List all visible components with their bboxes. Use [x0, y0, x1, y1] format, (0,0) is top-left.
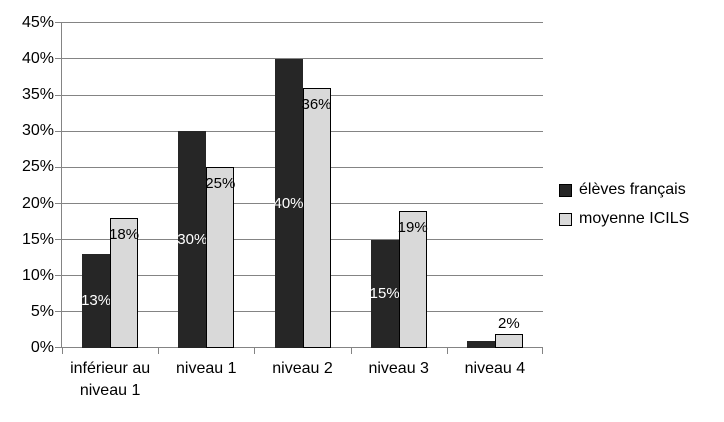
x-axis-tick	[350, 348, 352, 354]
y-axis-tick	[55, 202, 62, 204]
y-axis-tick	[55, 166, 62, 168]
legend-label: moyenne ICILS	[579, 210, 690, 227]
y-axis-tick-label: 5%	[30, 302, 54, 320]
legend: élèves français moyenne ICILS	[559, 181, 689, 228]
bar-dark	[274, 59, 303, 348]
bar-light	[206, 167, 235, 348]
bar-value-label: 15%	[369, 284, 400, 302]
y-axis-tick-label: 10%	[21, 266, 54, 284]
plot-area: 0% 5% 10% 15% 20% 25% 30% 35% 40% 45% 13% 18% inféri…	[22, 15, 543, 399]
x-axis-tick	[446, 348, 448, 354]
bar-value-label: 2%	[498, 314, 520, 332]
bar-value-label: 13%	[81, 292, 112, 310]
x-axis-category-label: niveau 1	[176, 360, 237, 377]
bar-value-label: 30%	[177, 230, 208, 248]
y-axis-tick	[55, 130, 62, 132]
y-axis-tick-label: 15%	[21, 230, 54, 248]
bar-value-label: 25%	[205, 175, 236, 193]
legend-label: élèves français	[579, 181, 686, 198]
y-axis-tick	[55, 238, 62, 240]
bar-light	[398, 210, 427, 348]
y-axis-tick-label: 20%	[21, 194, 54, 212]
y-axis-line	[61, 23, 62, 348]
bar-dark	[466, 340, 495, 348]
gridline	[62, 22, 543, 24]
x-axis-tick	[254, 348, 256, 354]
legend-swatch-icon	[559, 212, 572, 226]
y-axis-tick-label: 40%	[21, 50, 54, 68]
x-axis-category-label: niveau 3	[368, 360, 429, 377]
bar-value-label: 18%	[109, 226, 140, 243]
y-axis-tick	[55, 58, 62, 60]
y-axis-tick-label: 25%	[21, 158, 54, 176]
x-axis-category-label: inférieur au niveau 1	[70, 360, 151, 399]
bar-dark	[370, 239, 399, 348]
x-axis-category-label: niveau 4	[464, 360, 526, 377]
x-axis-tick	[158, 348, 160, 354]
bar-dark	[82, 254, 111, 348]
legend-item-eleves-francais: élèves français	[559, 181, 689, 199]
bar-value-label: 40%	[273, 194, 304, 212]
y-axis-tick	[55, 347, 62, 349]
y-axis-tick	[55, 311, 62, 313]
y-axis-tick	[55, 22, 62, 24]
legend-swatch-icon	[559, 183, 572, 197]
bar-light	[302, 88, 331, 348]
bar-value-label: 36%	[301, 96, 332, 113]
bar-value-label: 19%	[397, 218, 428, 236]
y-axis-tick-label: 45%	[21, 14, 54, 31]
bar-light	[494, 333, 523, 348]
bar-light	[110, 218, 139, 348]
y-axis-tick	[55, 275, 62, 277]
y-axis-tick-label: 0%	[30, 339, 54, 356]
x-axis-tick	[542, 348, 543, 354]
y-axis-tick-label: 35%	[21, 86, 54, 104]
bar-dark	[178, 131, 207, 348]
x-axis-tick	[62, 348, 63, 354]
gridline	[62, 58, 543, 60]
y-axis-tick-label: 30%	[21, 122, 54, 140]
x-axis-category-label: niveau 2	[272, 360, 333, 377]
y-axis-tick	[55, 94, 62, 96]
legend-item-moyenne-icils: moyenne ICILS	[559, 210, 689, 228]
